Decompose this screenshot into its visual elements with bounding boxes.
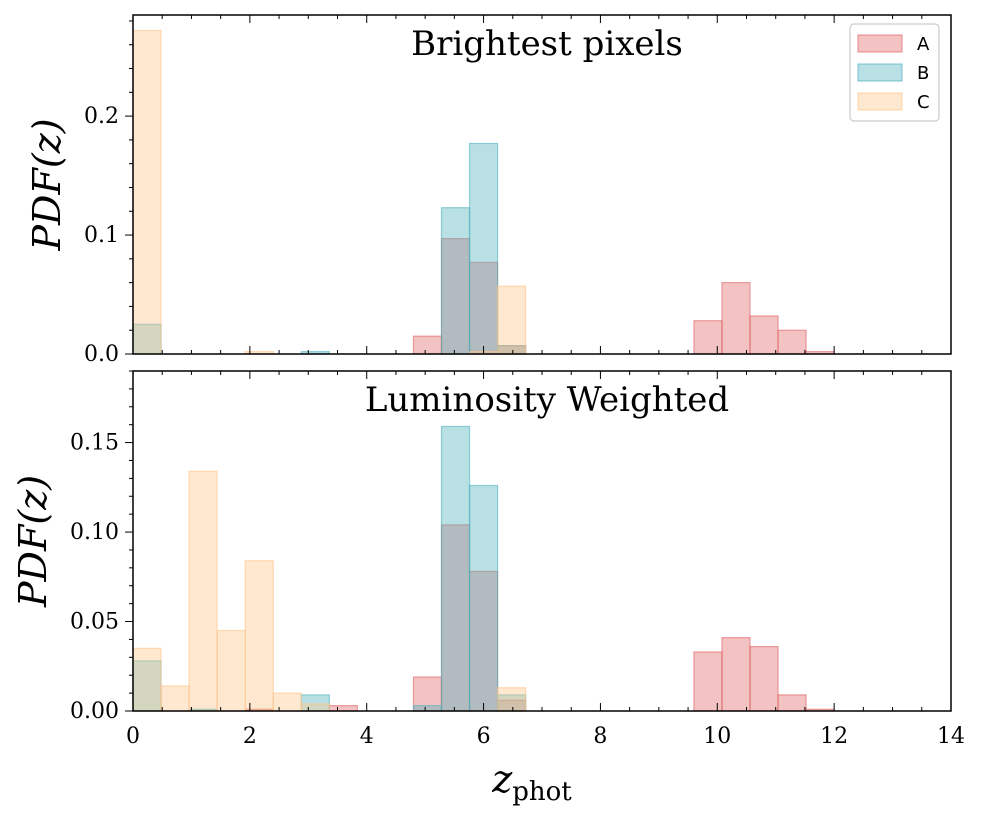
x-tick-label-12: 12 xyxy=(820,724,848,749)
x-tick-label-6: 6 xyxy=(477,724,491,749)
panel-brightest-pixels: 0.0 0.1 0.2 Brightest pixels PDF(z) xyxy=(25,14,952,367)
panel-title: Brightest pixels xyxy=(411,24,683,64)
bar-a-5 xyxy=(721,282,751,355)
x-tick-label-0: 0 xyxy=(126,724,140,749)
bar-c-1 xyxy=(160,685,190,712)
x-tick-label-2: 2 xyxy=(243,724,257,749)
bar-b-0 xyxy=(132,323,162,355)
legend-swatch-b xyxy=(857,63,903,82)
y-tick-label-0-15: 0.15 xyxy=(70,431,119,456)
bar-b-5 xyxy=(468,484,499,712)
y-tick-label-0-2: 0.2 xyxy=(84,104,119,129)
bar-a-1 xyxy=(328,705,358,712)
bar-b-3 xyxy=(412,705,443,712)
x-tick-label-10: 10 xyxy=(703,724,731,749)
x-tick-label-4: 4 xyxy=(360,724,374,749)
bar-a-6 xyxy=(693,651,723,712)
bar-a-7 xyxy=(721,637,751,712)
y-axis-label: PDF(z) xyxy=(25,118,69,251)
bar-c-4 xyxy=(244,560,274,712)
x-axis-label: zphot xyxy=(491,757,572,807)
bar-c-6 xyxy=(300,703,330,712)
bar-c-3 xyxy=(496,285,527,355)
bar-a-7 xyxy=(777,329,807,355)
bar-a-4 xyxy=(468,570,499,712)
bar-a-0 xyxy=(412,335,443,355)
bar-b-2 xyxy=(440,207,471,355)
panel-luminosity-weighted: 0 2 4 6 8 10 12 14 0.00 0.05 0.10 0.15 Luminosity We… xyxy=(11,370,965,807)
bar-c-2 xyxy=(188,470,218,712)
legend-label-c: C xyxy=(917,92,930,113)
x-tick-label-14: 14 xyxy=(937,724,965,749)
bar-c-5 xyxy=(272,692,302,712)
y-tick-label-0-10: 0.10 xyxy=(70,520,119,545)
bar-a-6 xyxy=(749,315,779,355)
legend-swatch-c xyxy=(857,92,903,111)
y-tick-label-0-05: 0.05 xyxy=(70,610,119,635)
bar-a-8 xyxy=(749,645,779,712)
x-tick-label-8: 8 xyxy=(593,724,607,749)
y-axis-label: PDF(z) xyxy=(11,475,55,608)
legend-swatch-a xyxy=(857,34,903,53)
bar-c-0 xyxy=(132,29,162,355)
legend-label-b: B xyxy=(917,63,929,84)
y-tick-label-0-0: 0.0 xyxy=(84,342,119,367)
bar-c-7 xyxy=(496,687,527,712)
bar-b-4 xyxy=(440,425,471,712)
legend: ABC xyxy=(849,23,940,122)
bar-b-3 xyxy=(468,142,499,355)
bar-c-0 xyxy=(132,647,162,712)
y-tick-label-0-1: 0.1 xyxy=(84,223,119,248)
legend-frame xyxy=(849,23,940,122)
panel-title: Luminosity Weighted xyxy=(365,380,729,420)
legend-label-a: A xyxy=(917,34,930,55)
bar-a-9 xyxy=(777,694,807,712)
bar-c-3 xyxy=(216,629,246,712)
bar-a-2 xyxy=(468,261,499,355)
y-tick-label-0-00: 0.00 xyxy=(70,699,119,724)
plot-frame xyxy=(132,14,952,355)
